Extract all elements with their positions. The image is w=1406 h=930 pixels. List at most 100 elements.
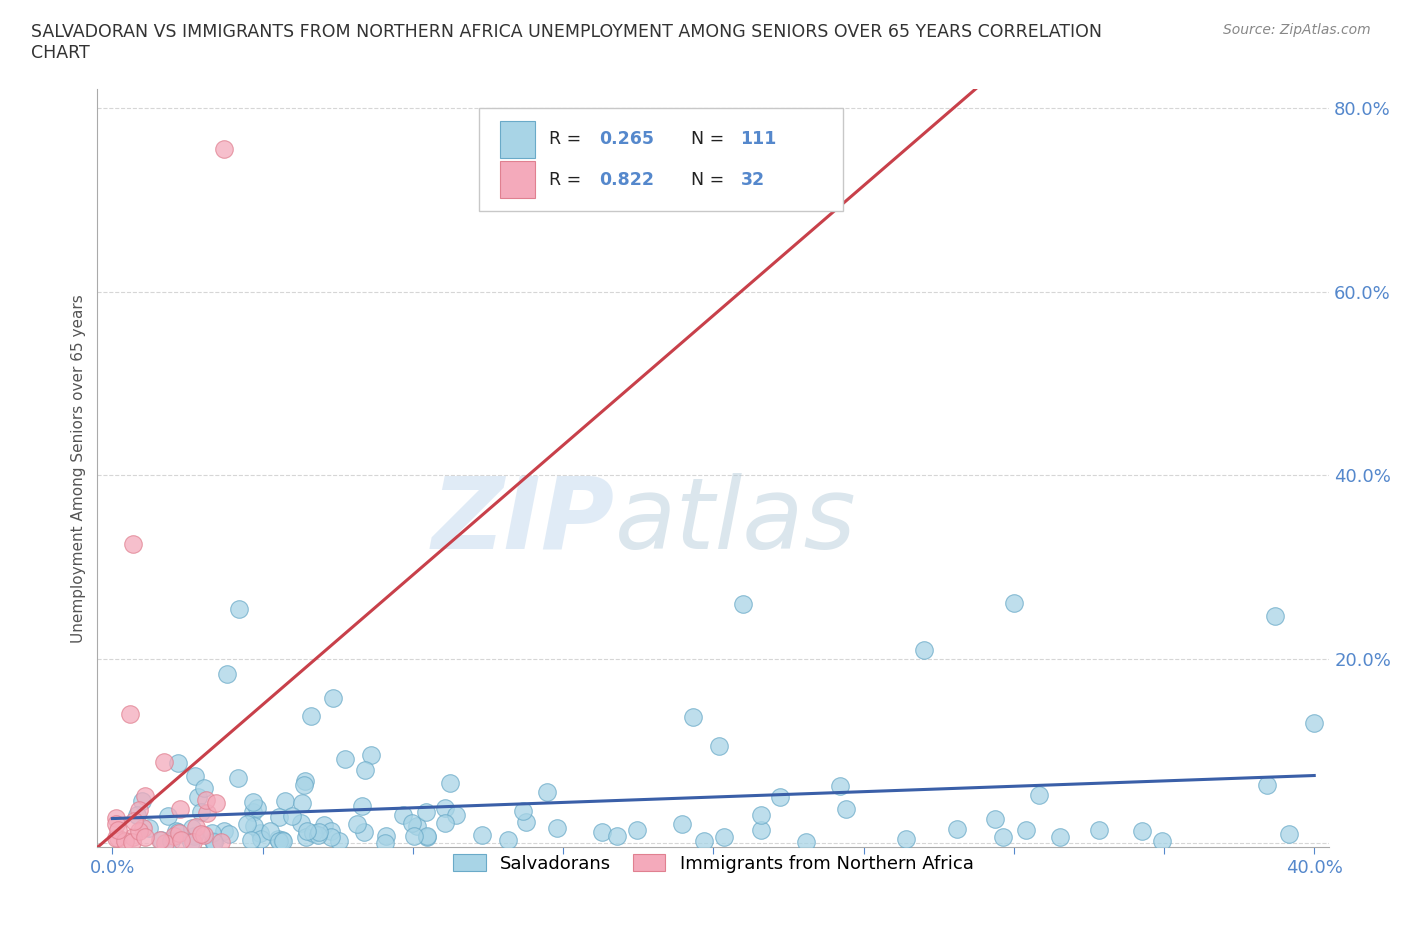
- Text: 32: 32: [741, 170, 765, 189]
- Point: [181, 835, 204, 850]
- Point: [267, 833, 290, 848]
- Point: [267, 831, 290, 846]
- Point: [353, 825, 375, 840]
- Point: [157, 809, 180, 824]
- Point: [834, 802, 856, 817]
- Y-axis label: Unemployment Among Seniors over 65 years: Unemployment Among Seniors over 65 years: [72, 294, 86, 643]
- Point: [322, 691, 344, 706]
- Point: [1152, 833, 1174, 848]
- Point: [153, 754, 176, 769]
- Point: [1130, 824, 1153, 839]
- Point: [1088, 823, 1111, 838]
- Point: [186, 820, 208, 835]
- Point: [346, 817, 368, 831]
- Point: [350, 798, 373, 813]
- Point: [292, 777, 315, 792]
- Point: [209, 835, 232, 850]
- Point: [444, 807, 467, 822]
- Point: [416, 829, 439, 844]
- Bar: [501, 162, 534, 198]
- Point: [167, 756, 190, 771]
- Point: [626, 823, 648, 838]
- Point: [205, 795, 228, 810]
- Point: [274, 793, 297, 808]
- Point: [713, 830, 735, 844]
- Point: [707, 738, 730, 753]
- Text: SALVADORAN VS IMMIGRANTS FROM NORTHERN AFRICA UNEMPLOYMENT AMONG SENIORS OVER 65: SALVADORAN VS IMMIGRANTS FROM NORTHERN A…: [31, 23, 1102, 62]
- Point: [512, 804, 534, 818]
- Point: [183, 829, 205, 844]
- Point: [128, 803, 150, 817]
- Point: [290, 796, 312, 811]
- Point: [307, 828, 329, 843]
- Point: [243, 818, 266, 833]
- Point: [991, 830, 1014, 844]
- Point: [281, 808, 304, 823]
- Text: ZIP: ZIP: [432, 473, 614, 570]
- Point: [194, 792, 217, 807]
- Point: [167, 825, 190, 840]
- Point: [128, 823, 150, 838]
- Point: [120, 707, 142, 722]
- Point: [433, 801, 456, 816]
- Point: [193, 780, 215, 795]
- Point: [150, 832, 173, 847]
- Point: [114, 833, 136, 848]
- Legend: Salvadorans, Immigrants from Northern Africa: Salvadorans, Immigrants from Northern Af…: [446, 847, 981, 880]
- Point: [401, 816, 423, 830]
- Point: [295, 824, 318, 839]
- Point: [149, 832, 172, 847]
- Point: [768, 789, 790, 804]
- Point: [749, 822, 772, 837]
- Point: [212, 824, 235, 839]
- Point: [107, 830, 129, 845]
- Text: R =: R =: [550, 130, 588, 149]
- Point: [105, 811, 128, 826]
- Point: [749, 808, 772, 823]
- Point: [121, 830, 143, 845]
- Point: [170, 832, 193, 847]
- Text: atlas: atlas: [614, 473, 856, 570]
- Point: [201, 833, 224, 848]
- Text: 111: 111: [741, 130, 776, 149]
- Point: [184, 768, 207, 783]
- Point: [250, 831, 273, 846]
- Point: [215, 667, 238, 682]
- Point: [246, 801, 269, 816]
- Point: [733, 596, 755, 611]
- Point: [471, 828, 494, 843]
- Point: [321, 823, 343, 838]
- Point: [402, 828, 425, 843]
- Point: [134, 830, 156, 844]
- Point: [169, 802, 191, 817]
- Point: [249, 826, 271, 841]
- Point: [983, 812, 1005, 827]
- Point: [415, 804, 437, 819]
- Bar: [501, 121, 534, 157]
- Point: [127, 807, 149, 822]
- Point: [299, 709, 322, 724]
- Point: [190, 827, 212, 842]
- Point: [1049, 830, 1071, 844]
- Point: [1278, 826, 1301, 841]
- Point: [180, 820, 202, 835]
- Point: [163, 829, 186, 844]
- Text: 0.822: 0.822: [599, 170, 654, 189]
- Point: [294, 774, 316, 789]
- Point: [107, 823, 129, 838]
- Point: [946, 821, 969, 836]
- Point: [201, 826, 224, 841]
- Text: Source: ZipAtlas.com: Source: ZipAtlas.com: [1223, 23, 1371, 37]
- Point: [546, 820, 568, 835]
- Point: [122, 537, 145, 551]
- Point: [180, 834, 202, 849]
- Point: [515, 814, 537, 829]
- Point: [242, 795, 264, 810]
- FancyBboxPatch shape: [479, 109, 842, 211]
- Point: [240, 832, 263, 847]
- Point: [295, 830, 318, 844]
- Point: [195, 806, 218, 821]
- Point: [193, 828, 215, 843]
- Text: N =: N =: [692, 170, 730, 189]
- Text: R =: R =: [550, 170, 588, 189]
